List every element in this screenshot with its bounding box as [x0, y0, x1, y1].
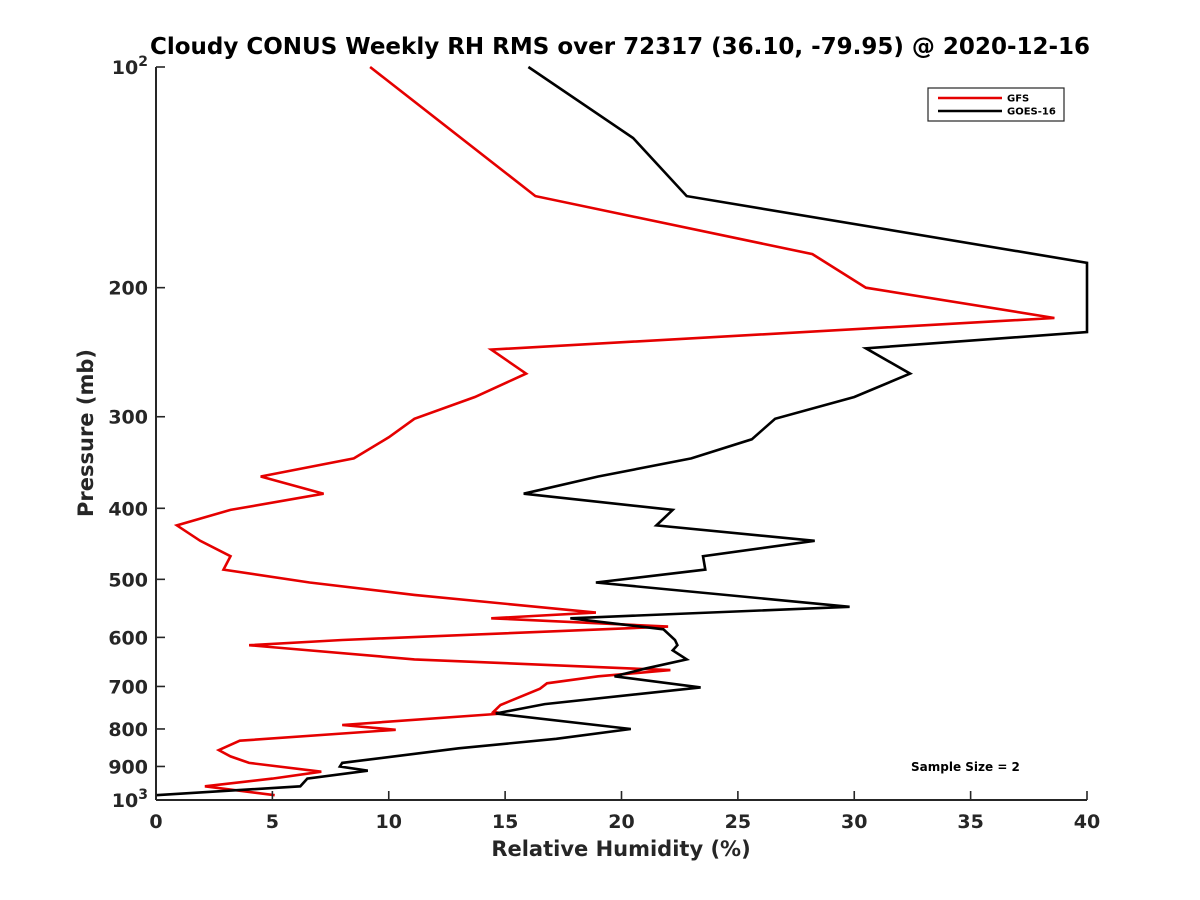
x-tick-label: 20 [608, 811, 634, 833]
legend-label: GOES-16 [1007, 107, 1056, 118]
series-line-goes-16 [155, 65, 1089, 797]
x-tick-label: 10 [376, 811, 402, 833]
legend: GFS GOES-16 [927, 87, 1065, 122]
sample-size-annotation: Sample Size = 2 [911, 760, 1020, 774]
legend-label: GFS [1007, 94, 1029, 105]
x-tick-label: 40 [1074, 811, 1100, 833]
x-axis-label: Relative Humidity (%) [491, 837, 750, 861]
y-tick-label: 103 [112, 787, 148, 812]
y-tick-label: 700 [108, 676, 148, 698]
y-tick-label: 600 [108, 627, 148, 649]
plot-axes [155, 67, 1087, 801]
x-ticks: 0 5 10 15 20 25 30 35 40 [149, 791, 1100, 833]
y-tick-label: 200 [108, 278, 148, 300]
x-tick-label: 25 [725, 811, 751, 833]
series-layer [155, 65, 1089, 797]
y-tick-label: 300 [108, 407, 148, 429]
legend-items: GFS GOES-16 [938, 94, 1056, 118]
x-tick-label: 35 [957, 811, 983, 833]
x-tick-label: 5 [266, 811, 279, 833]
y-tick-label: 400 [108, 498, 148, 520]
x-tick-label: 15 [492, 811, 518, 833]
y-tick-label: 102 [112, 54, 148, 79]
series-line-gfs [173, 65, 1055, 797]
y-tick-label: 900 [108, 756, 148, 778]
x-tick-label: 30 [841, 811, 867, 833]
y-axis-label: Pressure (mb) [74, 349, 98, 517]
x-tick-label: 0 [149, 811, 162, 833]
y-tick-label: 500 [108, 569, 148, 591]
y-tick-label: 800 [108, 719, 148, 741]
chart-title: Cloudy CONUS Weekly RH RMS over 72317 (3… [150, 34, 1090, 60]
legend-box [927, 87, 1065, 122]
y-ticks: 102 200 300 400 500 600 700 800 900 103 [108, 54, 165, 812]
